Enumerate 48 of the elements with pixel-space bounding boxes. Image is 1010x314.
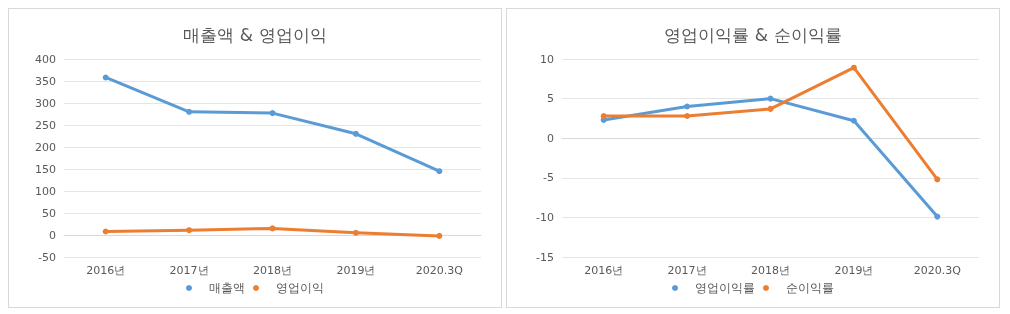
point (767, 95, 774, 102)
y-tick-label: -10 (536, 210, 554, 224)
y-tick-label: 10 (540, 52, 554, 66)
point (352, 229, 359, 236)
x-tick-label: 2016년 (86, 264, 126, 277)
y-tick-label: 200 (35, 140, 56, 154)
point (436, 168, 443, 175)
x-tick-label: 2017년 (667, 264, 707, 277)
x-tick-label: 2018년 (253, 264, 292, 277)
point (767, 105, 774, 112)
legend-label: 순이익률 (786, 281, 834, 295)
x-tick-label: 2016년 (584, 264, 624, 277)
point (684, 113, 691, 120)
y-tick-label: 250 (35, 118, 56, 132)
y-tick-label: 350 (35, 74, 56, 88)
y-tick-label: 5 (547, 92, 554, 106)
y-tick-label: 300 (35, 96, 56, 110)
y-tick-label: 50 (42, 206, 56, 220)
point (684, 103, 691, 110)
point (186, 227, 193, 234)
y-tick-label: -5 (543, 171, 554, 185)
point (186, 108, 193, 115)
y-tick-label: 100 (35, 184, 56, 198)
point (436, 232, 443, 239)
legend-label: 매출액 (209, 281, 245, 295)
point (269, 110, 276, 117)
chart-title: 영업이익률 & 순이익률 (664, 24, 842, 45)
point (850, 64, 857, 71)
y-tick-label: -50 (38, 250, 56, 264)
y-tick-label: 0 (547, 131, 554, 145)
point (850, 117, 857, 124)
y-tick-label: 400 (35, 52, 56, 66)
x-tick-label: 2019년 (336, 264, 376, 277)
y-tick-label: 150 (35, 162, 56, 176)
x-tick-label: 2018년 (751, 264, 790, 277)
x-tick-label: 2020.3Q (415, 264, 464, 277)
y-tick-label: -15 (536, 250, 554, 264)
x-tick-label: 2020.3Q (913, 264, 962, 277)
legend-label: 영업이익 (276, 281, 324, 295)
x-tick-label: 2017년 (169, 264, 209, 277)
chart-title: 매출액 & 영업이익 (183, 24, 327, 45)
point (600, 113, 607, 120)
point (934, 213, 941, 220)
point (352, 130, 359, 137)
y-tick-label: 0 (49, 228, 56, 242)
point (934, 176, 941, 183)
x-tick-label: 2019년 (834, 264, 874, 277)
legend-label: 영업이익률 (695, 281, 755, 295)
